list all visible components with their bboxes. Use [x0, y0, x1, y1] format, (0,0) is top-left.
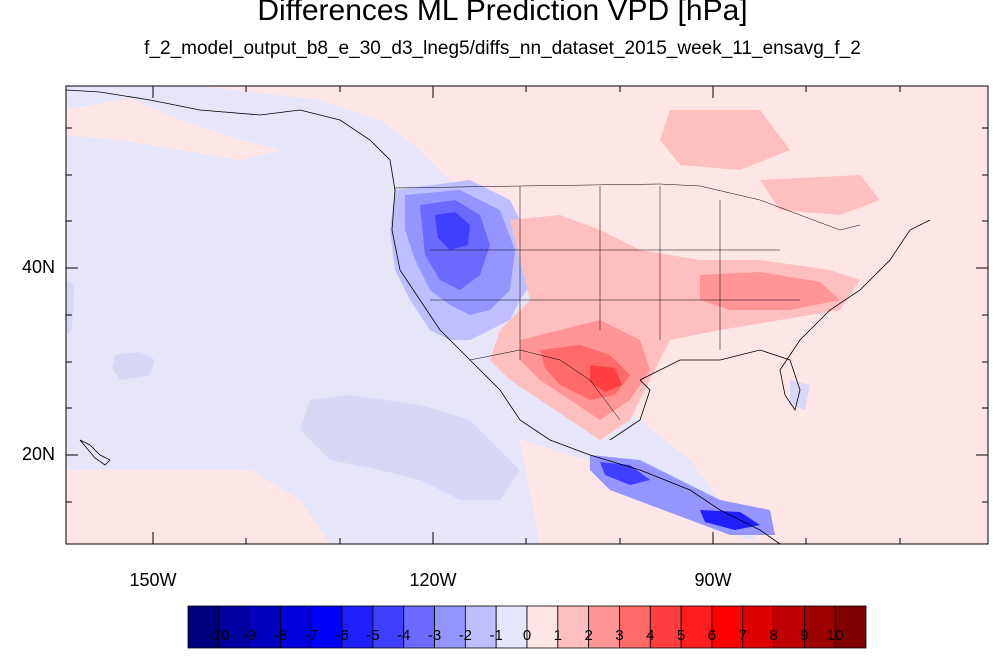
colorbar-swatch [310, 605, 343, 649]
colorbar-tick-label: -8 [273, 627, 288, 644]
colorbar-tick-label: -4 [397, 627, 411, 644]
colorbar-tick-label: 10 [826, 627, 844, 644]
colorbar-tick-label: -3 [427, 627, 442, 644]
lon-label-150w: 150W [129, 570, 177, 590]
colorbar-swatch [619, 605, 651, 649]
colorbar-swatch [742, 605, 774, 649]
colorbar-tick-label: 9 [800, 627, 809, 644]
colorbar-tick-label: -9 [242, 627, 257, 644]
lat-label-20n: 20N [22, 444, 56, 464]
colorbar-swatch [526, 605, 559, 649]
colorbar-swatch [187, 605, 220, 649]
colorbar-swatch [588, 605, 620, 649]
map-title: Differences ML Prediction VPD [hPa] [257, 0, 748, 27]
colorbar-tick-label: 1 [553, 627, 562, 644]
colorbar-swatch [557, 605, 590, 649]
colorbar-tick-label: 3 [615, 627, 624, 644]
lat-label-40n: 40N [22, 257, 56, 277]
lon-label-90w: 90W [694, 570, 732, 590]
colorbar-swatch [773, 605, 805, 649]
lon-label-120w: 120W [409, 570, 457, 590]
colorbar-tick-label: 5 [676, 627, 686, 644]
colorbar-tick-label: -6 [335, 627, 349, 644]
positive-difference-south-central [490, 110, 880, 440]
colorbar-tick-label: 6 [707, 627, 717, 644]
colorbar-tick-label: -5 [366, 627, 380, 644]
colorbar-swatch [711, 605, 744, 649]
colorbar-tick-label: -10 [207, 627, 230, 644]
colorbar-tick-label: -1 [489, 627, 503, 644]
colorbar-swatch [372, 605, 405, 649]
negative-difference-central-america [590, 455, 775, 535]
colorbar-swatch [434, 605, 466, 649]
map-subtitle: f_2_model_output_b8_e_30_d3_lneg5/diffs_… [144, 38, 861, 59]
colorbar-tick-label: -2 [458, 627, 473, 644]
colorbar-swatch [803, 605, 836, 649]
colorbar-tick-label: 2 [584, 627, 593, 644]
colorbar-tick-label: 4 [646, 627, 655, 644]
colorbar-tick-label: -7 [304, 627, 318, 644]
political-borders [394, 183, 861, 421]
colorbar-swatch [649, 605, 682, 649]
colorbar-swatch [341, 605, 374, 649]
colorbar-tick-label: 8 [769, 627, 778, 644]
coastlines [65, 89, 931, 545]
colorbar-tick-label: 0 [522, 627, 532, 644]
colorbar-swatch [680, 605, 713, 649]
colorbar-tick-label: 7 [738, 627, 747, 644]
colorbar-swatch [249, 605, 281, 649]
light-blue-regions [66, 280, 810, 500]
colorbar-swatch [834, 605, 867, 649]
axis-ticks [66, 86, 988, 544]
